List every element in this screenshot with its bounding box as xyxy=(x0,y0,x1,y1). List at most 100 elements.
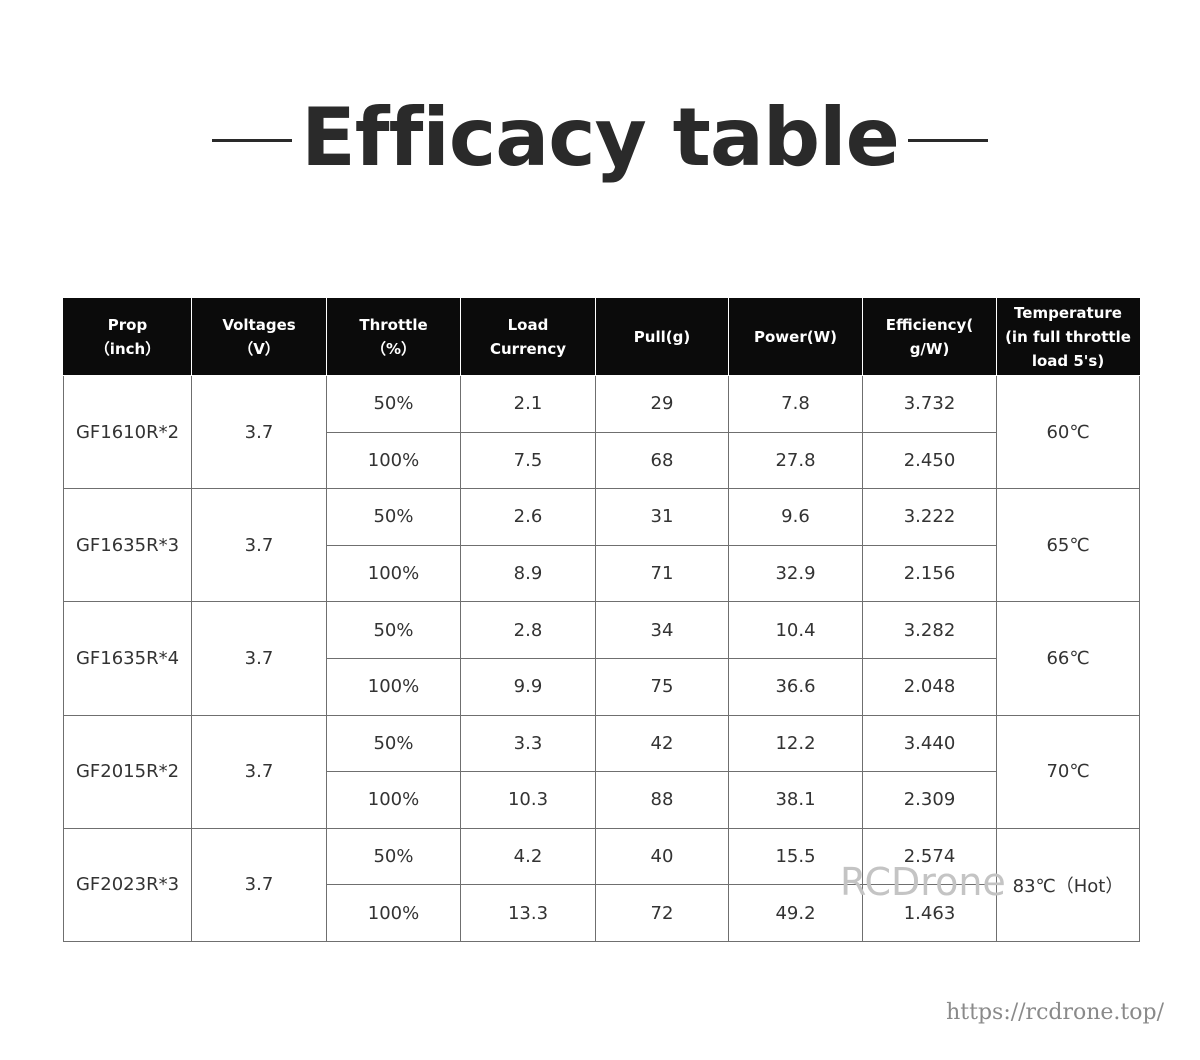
header-line: g/W) xyxy=(909,340,950,358)
header-line: （inch） xyxy=(94,340,161,358)
header-line: Prop xyxy=(107,316,148,334)
power-cell: 49.2 xyxy=(728,884,863,942)
efficiency-cell: 2.156 xyxy=(862,544,997,603)
pull-cell: 34 xyxy=(595,601,729,659)
pull-cell: 71 xyxy=(595,544,729,603)
pull-cell: 42 xyxy=(595,714,729,773)
throttle-cell: 50% xyxy=(326,488,461,546)
power-cell: 12.2 xyxy=(728,714,863,773)
power-cell: 15.5 xyxy=(728,827,863,886)
pull-cell: 68 xyxy=(595,431,729,490)
table-row: 100% 8.9 71 32.9 2.156 xyxy=(64,544,1140,603)
power-cell: 10.4 xyxy=(728,601,863,659)
header-line: (in full throttle xyxy=(1005,328,1131,346)
power-cell: 7.8 xyxy=(728,375,863,433)
voltage-cell: 3.7 xyxy=(191,488,327,603)
pull-cell: 29 xyxy=(595,375,729,433)
power-cell: 38.1 xyxy=(728,771,863,829)
header-line: Pull(g) xyxy=(633,328,691,346)
voltage-cell: 3.7 xyxy=(191,827,327,943)
current-cell: 10.3 xyxy=(460,771,596,829)
current-cell: 9.9 xyxy=(460,657,596,716)
pull-cell: 72 xyxy=(595,884,729,942)
header-line: Efficiency( xyxy=(885,316,974,334)
header-line: Voltages xyxy=(222,316,296,334)
voltage-cell: 3.7 xyxy=(191,714,327,829)
current-cell: 3.3 xyxy=(460,714,596,773)
page-title: Efficacy table xyxy=(301,91,900,184)
source-url: https://rcdrone.top/ xyxy=(946,1000,1164,1025)
power-cell: 32.9 xyxy=(728,544,863,603)
efficiency-cell: 2.574 xyxy=(862,827,997,886)
prop-cell: GF1635R*4 xyxy=(63,601,192,716)
throttle-cell: 50% xyxy=(326,714,461,773)
pull-cell: 40 xyxy=(595,827,729,886)
table-row: 100% 13.3 72 49.2 1.463 xyxy=(64,884,1140,942)
header-line: Currency xyxy=(489,340,566,358)
current-cell: 13.3 xyxy=(460,884,596,942)
header-load-currency: Load Currency xyxy=(460,298,596,376)
efficiency-cell: 3.282 xyxy=(862,601,997,659)
title-area: Efficacy table xyxy=(0,88,1200,198)
title-dash-right xyxy=(908,139,988,142)
header-voltages: Voltages （V） xyxy=(191,298,327,376)
table-row: 100% 7.5 68 27.8 2.450 xyxy=(64,431,1140,490)
table-row: GF1610R*2 3.7 50% 2.1 29 7.8 3.732 60℃ xyxy=(63,374,1140,490)
temperature-cell: 65℃ xyxy=(996,488,1140,603)
throttle-cell: 100% xyxy=(326,431,461,490)
header-temperature: Temperature (in full throttle load 5's) xyxy=(996,298,1140,376)
power-cell: 9.6 xyxy=(728,488,863,546)
header-line: （V） xyxy=(238,340,280,358)
efficiency-cell: 3.732 xyxy=(862,375,997,433)
header-line: （%） xyxy=(370,340,417,358)
pull-cell: 75 xyxy=(595,657,729,716)
header-efficiency: Efficiency( g/W) xyxy=(862,298,997,376)
prop-cell: GF1610R*2 xyxy=(63,374,192,490)
throttle-cell: 100% xyxy=(326,884,461,942)
voltage-cell: 3.7 xyxy=(191,601,327,716)
table-row: 100% 9.9 75 36.6 2.048 xyxy=(64,657,1140,716)
efficacy-table: Prop （inch） Voltages （V） Throttle （%） Load Curr… xyxy=(63,298,1140,943)
temperature-cell: 83℃（Hot） xyxy=(996,827,1140,943)
table-header-row: Prop （inch） Voltages （V） Throttle （%） Load Curr… xyxy=(63,298,1140,376)
current-cell: 2.6 xyxy=(460,488,596,546)
header-line: Load xyxy=(507,316,549,334)
prop-cell: GF2015R*2 xyxy=(63,714,192,829)
efficiency-cell: 3.222 xyxy=(862,488,997,546)
voltage-cell: 3.7 xyxy=(191,374,327,490)
prop-cell: GF1635R*3 xyxy=(63,488,192,603)
efficiency-cell: 3.440 xyxy=(862,714,997,773)
efficiency-cell: 1.463 xyxy=(862,884,997,942)
temperature-cell: 66℃ xyxy=(996,601,1140,716)
current-cell: 8.9 xyxy=(460,544,596,603)
throttle-cell: 100% xyxy=(326,657,461,716)
throttle-cell: 50% xyxy=(326,827,461,886)
prop-cell: GF2023R*3 xyxy=(63,827,192,943)
pull-cell: 31 xyxy=(595,488,729,546)
efficiency-cell: 2.450 xyxy=(862,431,997,490)
header-throttle: Throttle （%） xyxy=(326,298,461,376)
table-body: GF1610R*2 3.7 50% 2.1 29 7.8 3.732 60℃ 100% 7.5 68… xyxy=(63,374,1140,943)
table-row: GF1635R*4 3.7 50% 2.8 34 10.4 3.282 66℃ xyxy=(63,601,1140,716)
title-dash-left xyxy=(212,139,292,142)
header-line: Throttle xyxy=(359,316,428,334)
header-line: Temperature xyxy=(1014,304,1122,322)
throttle-cell: 100% xyxy=(326,771,461,829)
throttle-cell: 100% xyxy=(326,544,461,603)
header-line: Power(W) xyxy=(754,328,837,346)
current-cell: 4.2 xyxy=(460,827,596,886)
header-power: Power(W) xyxy=(728,298,863,376)
pull-cell: 88 xyxy=(595,771,729,829)
header-pull: Pull(g) xyxy=(595,298,729,376)
throttle-cell: 50% xyxy=(326,601,461,659)
power-cell: 27.8 xyxy=(728,431,863,490)
throttle-cell: 50% xyxy=(326,375,461,433)
efficiency-cell: 2.309 xyxy=(862,771,997,829)
current-cell: 7.5 xyxy=(460,431,596,490)
efficiency-cell: 2.048 xyxy=(862,657,997,716)
table-row: GF1635R*3 3.7 50% 2.6 31 9.6 3.222 65℃ xyxy=(63,488,1140,603)
current-cell: 2.8 xyxy=(460,601,596,659)
power-cell: 36.6 xyxy=(728,657,863,716)
current-cell: 2.1 xyxy=(460,375,596,433)
table-row: GF2023R*3 3.7 50% 4.2 40 15.5 2.574 83℃（Hot） xyxy=(63,827,1140,943)
